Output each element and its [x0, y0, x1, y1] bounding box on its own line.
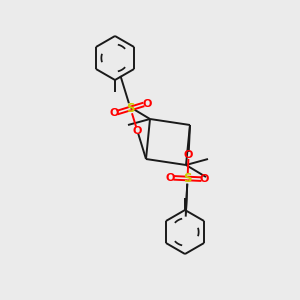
Text: S: S	[126, 102, 135, 115]
Text: O: O	[184, 150, 193, 160]
Text: O: O	[142, 98, 152, 109]
Text: O: O	[133, 126, 142, 136]
Text: O: O	[110, 109, 119, 118]
Text: O: O	[200, 174, 209, 184]
Text: O: O	[166, 173, 175, 183]
Text: S: S	[183, 172, 192, 185]
